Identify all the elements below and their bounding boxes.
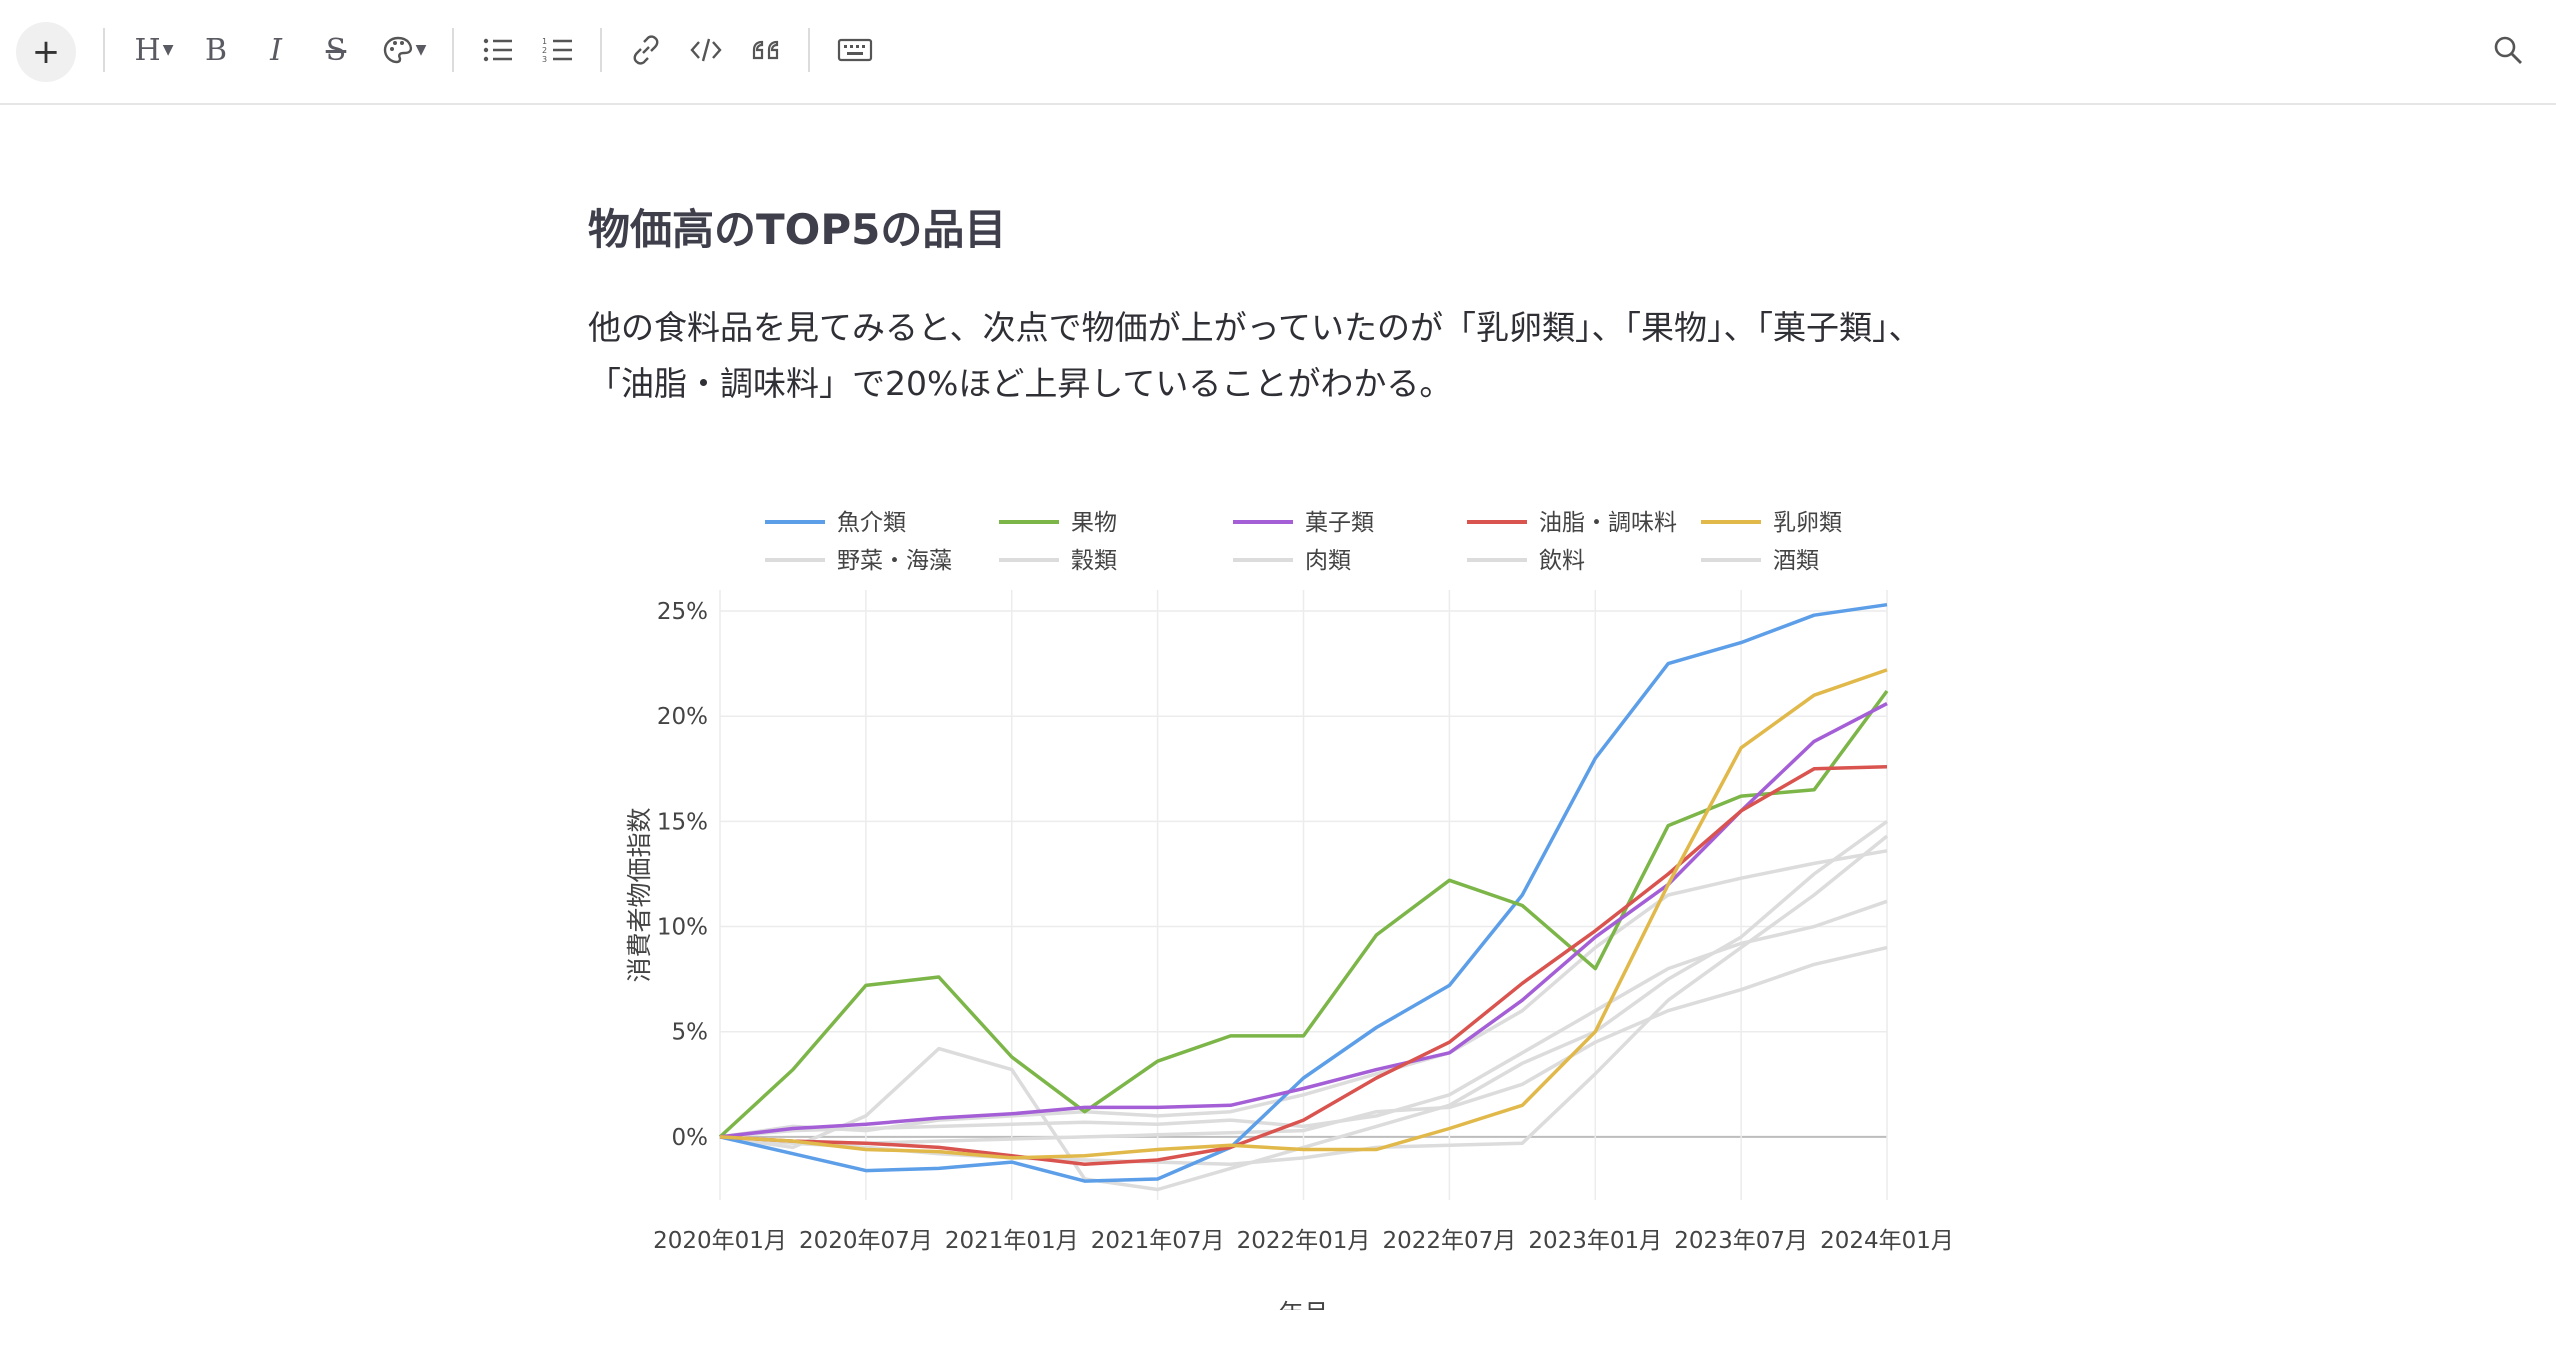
y-tick-label: 10% xyxy=(657,915,708,941)
x-tick-label: 2022年07月 xyxy=(1382,1228,1516,1254)
x-tick-label: 2021年01月 xyxy=(945,1228,1079,1254)
palette-icon xyxy=(383,36,412,64)
chevron-down-icon: ▼ xyxy=(415,42,427,58)
legend-label: 油脂・調味料 xyxy=(1539,510,1677,536)
link-button[interactable] xyxy=(626,24,666,76)
legend-label: 肉類 xyxy=(1305,548,1351,574)
legend-label: 魚介類 xyxy=(837,510,906,536)
series-line xyxy=(719,899,1888,1139)
quote-button[interactable] xyxy=(746,24,786,76)
keyboard-icon xyxy=(837,38,873,62)
x-tick-label: 2024年01月 xyxy=(1820,1228,1954,1254)
x-axis-title: 年月 xyxy=(1278,1299,1328,1310)
x-tick-label: 2023年01月 xyxy=(1528,1228,1662,1254)
series-line xyxy=(719,602,1888,1183)
add-block-button[interactable]: + xyxy=(16,22,76,82)
bold-button[interactable]: B xyxy=(196,24,236,76)
toolbar-separator xyxy=(103,28,105,72)
y-tick-label: 25% xyxy=(657,599,708,625)
link-icon xyxy=(633,35,659,65)
code-icon xyxy=(690,38,722,62)
heading-label: H xyxy=(134,32,161,68)
italic-label: I xyxy=(270,32,282,68)
chevron-down-icon: ▼ xyxy=(162,42,174,58)
series-line xyxy=(719,945,1888,1145)
series-line xyxy=(719,849,1888,1139)
y-tick-label: 5% xyxy=(672,1020,709,1046)
toolbar-separator xyxy=(808,28,810,72)
bold-label: B xyxy=(204,32,228,68)
bullet-list-button[interactable] xyxy=(478,24,518,76)
legend-label: 穀類 xyxy=(1071,548,1117,574)
y-axis-title: 消費者物価指数 xyxy=(625,807,654,982)
heading-dropdown-button[interactable]: H ▼ xyxy=(128,24,180,76)
series-line xyxy=(719,764,1888,1166)
italic-button[interactable]: I xyxy=(256,24,296,76)
svg-text:2: 2 xyxy=(542,46,547,55)
legend-label: 酒類 xyxy=(1773,548,1819,574)
legend-label: 菓子類 xyxy=(1305,510,1374,536)
x-tick-label: 2022年01月 xyxy=(1237,1228,1371,1254)
article-paragraph: 他の食料品を見てみると、次点で物価が上がっていたのが「乳卵類」、「果物」、「菓子… xyxy=(588,308,1922,403)
series-line xyxy=(719,819,1889,1192)
keyboard-shortcuts-button[interactable] xyxy=(832,24,878,76)
x-tick-label: 2021年07月 xyxy=(1091,1228,1225,1254)
bullet-list-icon xyxy=(483,38,512,62)
y-tick-label: 20% xyxy=(657,704,708,730)
article-heading: 物価高のTOP5の品目 xyxy=(588,205,1007,254)
svg-text:1: 1 xyxy=(542,37,547,46)
line-chart: 25% 20% 15% 10% 5% 0% 2020年01月 2020年07月 2021年01月… xyxy=(625,510,1954,1310)
legend-label: 果物 xyxy=(1071,510,1117,536)
y-tick-label: 0% xyxy=(672,1125,709,1151)
series-line xyxy=(719,668,1888,1160)
toolbar-separator xyxy=(452,28,454,72)
quote-icon xyxy=(752,40,779,60)
search-button[interactable] xyxy=(2488,24,2528,76)
series-line xyxy=(719,702,1888,1139)
x-tick-label: 2023年07月 xyxy=(1674,1228,1808,1254)
color-palette-button[interactable]: ▼ xyxy=(376,24,432,76)
numbered-list-icon: 123 xyxy=(542,37,572,64)
search-icon xyxy=(2494,36,2522,64)
legend-label: 飲料 xyxy=(1539,548,1585,574)
legend-label: 野菜・海藻 xyxy=(837,548,952,574)
series-line xyxy=(718,689,1889,1139)
code-button[interactable] xyxy=(686,24,726,76)
toolbar-separator xyxy=(600,28,602,72)
legend-label: 乳卵類 xyxy=(1773,510,1842,536)
strikethrough-button[interactable]: S xyxy=(316,24,356,76)
y-tick-label: 15% xyxy=(657,809,708,835)
strike-label: S xyxy=(325,32,347,68)
x-tick-label: 2020年01月 xyxy=(653,1228,787,1254)
svg-text:3: 3 xyxy=(542,55,547,64)
x-tick-label: 2020年07月 xyxy=(799,1228,933,1254)
